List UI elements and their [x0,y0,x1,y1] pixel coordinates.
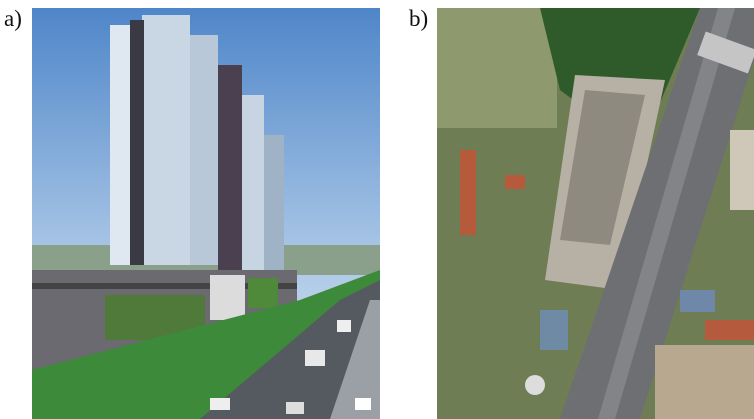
rendering-photo [32,8,380,419]
photos [0,0,754,419]
aerial-photo [437,8,754,419]
figure: a) b) [0,0,754,419]
